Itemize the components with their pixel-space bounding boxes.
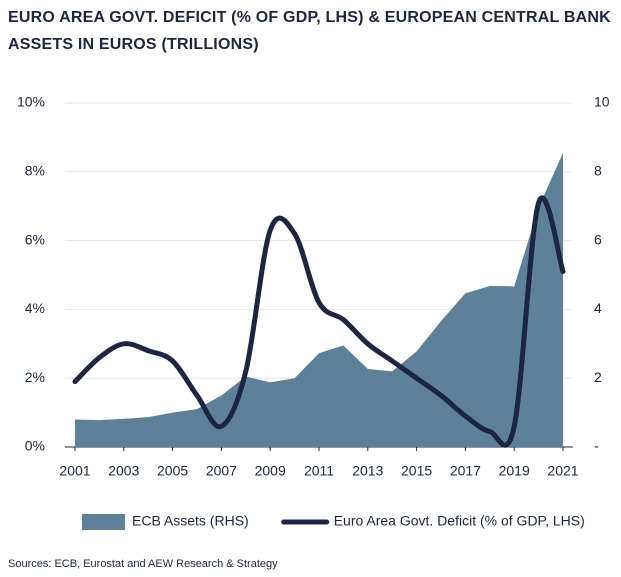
legend-label: Euro Area Govt. Deficit (% of GDP, LHS)	[334, 513, 585, 529]
y-tick-label: 6%	[25, 231, 45, 247]
x-tick-label: 2015	[401, 463, 432, 479]
legend-swatch	[82, 514, 125, 530]
y2-tick-label: 4	[594, 300, 602, 316]
y2-tick-label: 10	[594, 94, 610, 110]
x-tick-label: 2017	[450, 463, 481, 479]
y2-tick-label: 2	[594, 369, 602, 385]
x-tick-label: 2007	[206, 463, 237, 479]
x-tick-label: 2019	[499, 463, 530, 479]
x-tick-label: 2021	[547, 463, 578, 479]
y2-tick-label: 6	[594, 231, 602, 247]
y-tick-label: 8%	[25, 163, 45, 179]
x-tick-label: 2005	[157, 463, 188, 479]
x-tick-label: 2011	[304, 463, 334, 479]
line	[72, 195, 566, 448]
x-tick-label: 2003	[108, 463, 139, 479]
chart-title: EURO AREA GOVT. DEFICIT (% OF GDP, LHS) …	[8, 9, 611, 26]
legend-label: ECB Assets (RHS)	[132, 513, 249, 529]
x-tick-label: 2013	[352, 463, 383, 479]
y2-tick-label: -	[594, 438, 599, 454]
x-tick-label: 2009	[255, 463, 286, 479]
y-tick-label: 2%	[25, 369, 45, 385]
y-tick-label: 4%	[25, 300, 45, 316]
area	[75, 152, 563, 447]
y-tick-label: 0%	[25, 438, 45, 454]
x-tick-label: 2001	[59, 463, 90, 479]
y2-tick-label: 8	[594, 163, 602, 179]
chart-title: ASSETS IN EUROS (TRILLIONS)	[8, 36, 259, 53]
y-tick-label: 10%	[17, 94, 45, 110]
source-note: Sources: ECB, Eurostat and AEW Research …	[8, 558, 278, 570]
